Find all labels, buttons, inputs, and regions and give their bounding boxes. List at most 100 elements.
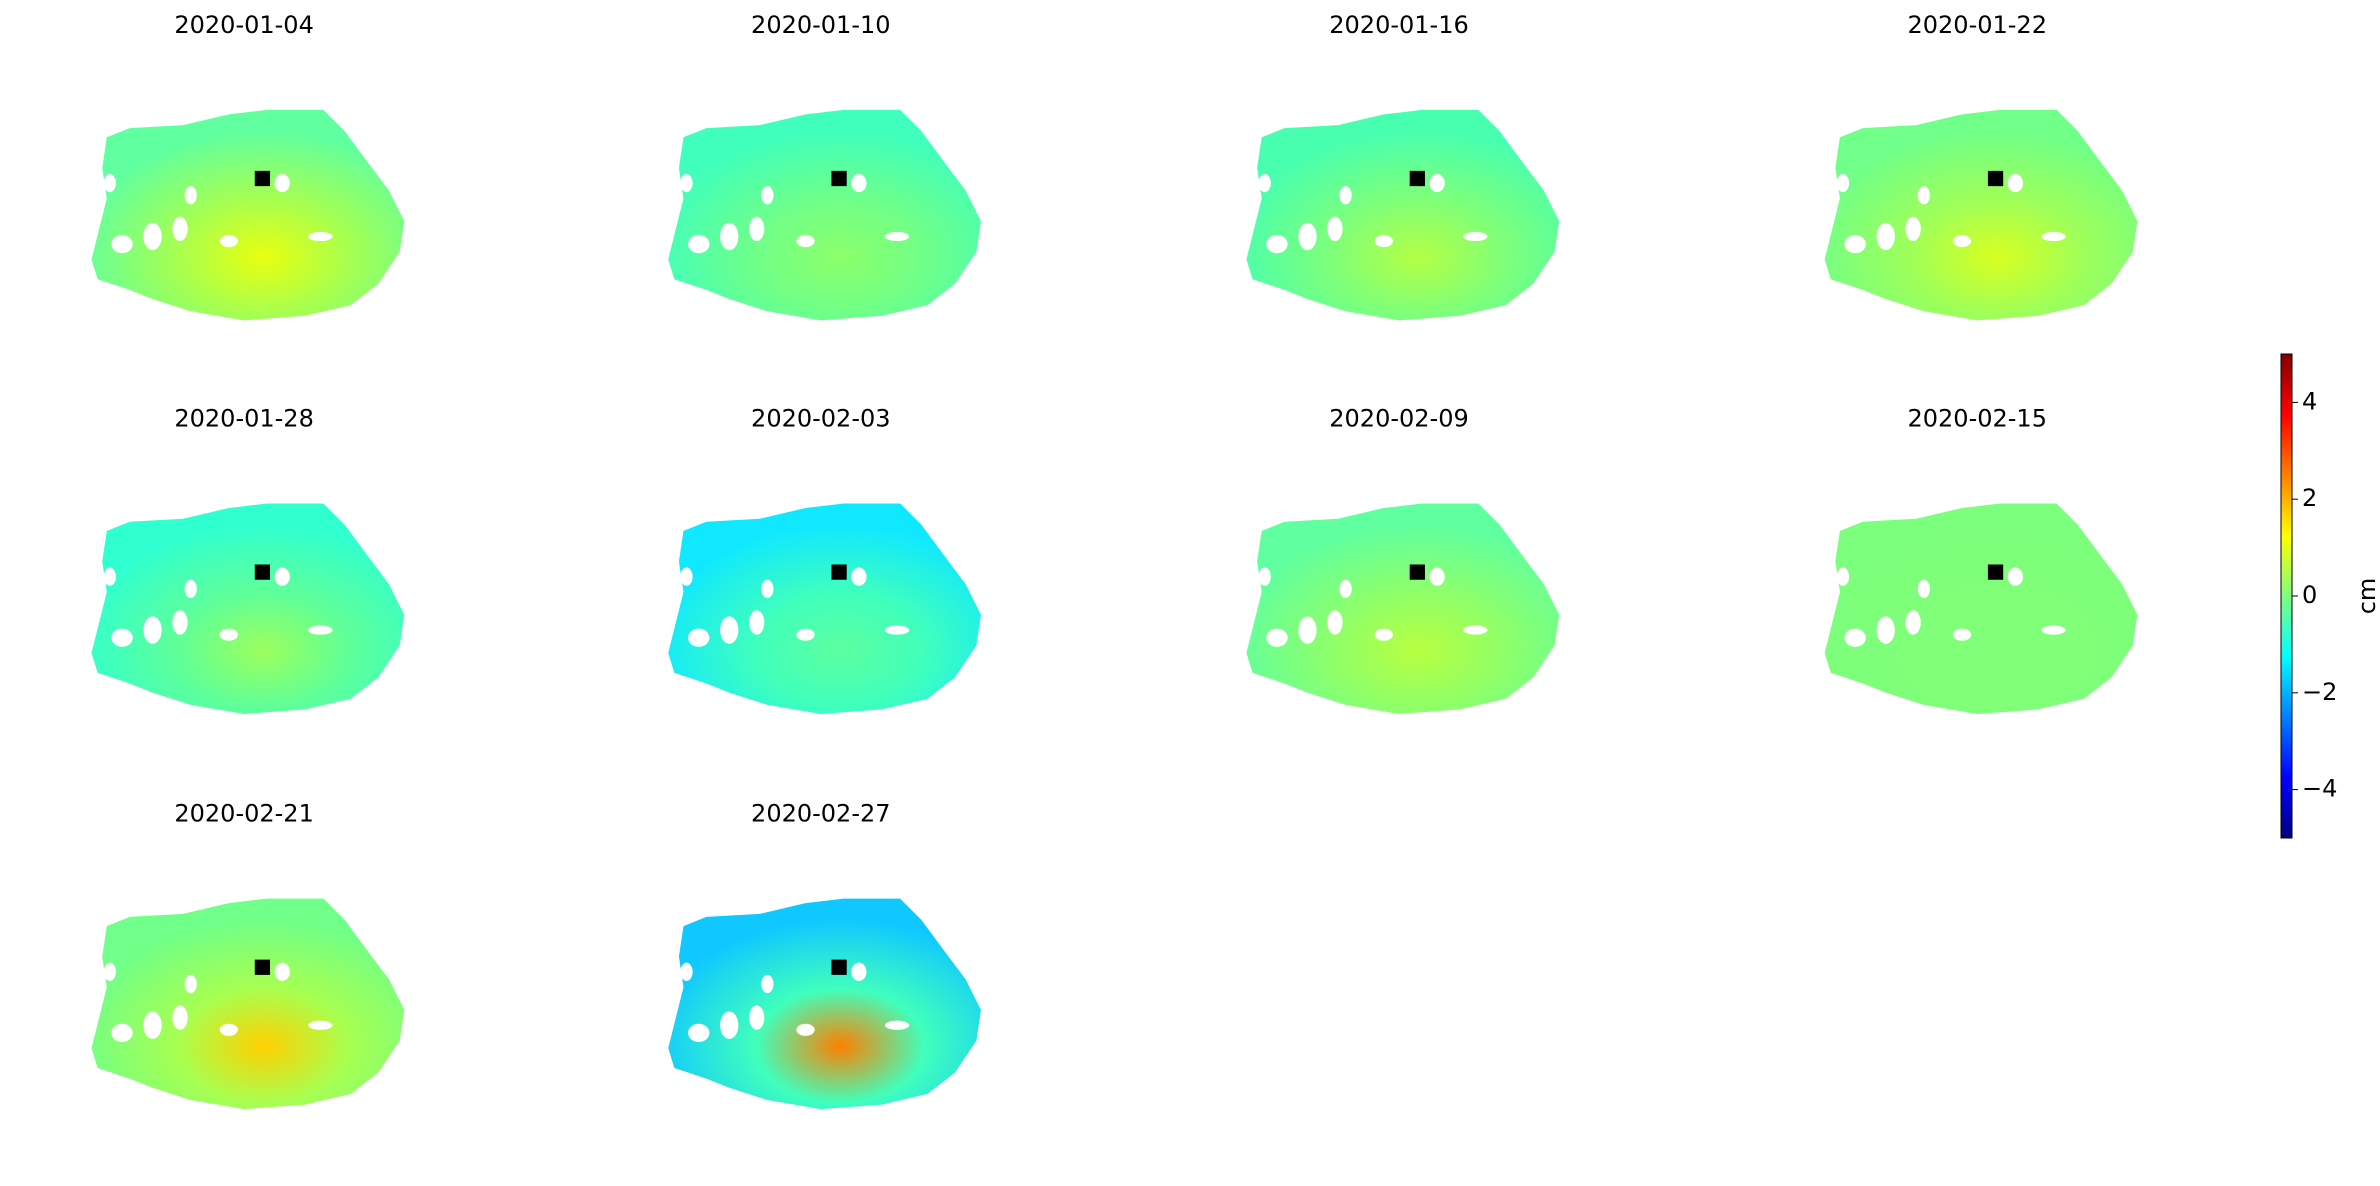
reference-point [831, 170, 847, 187]
reference-point [254, 564, 271, 580]
map-hole [1952, 628, 1972, 641]
colorbar [2280, 353, 2293, 839]
map-hole [796, 234, 815, 248]
map-hole [1463, 231, 1488, 242]
map-hole [688, 628, 710, 647]
panel-title: 2020-01-22 [1907, 11, 2046, 39]
map-panel [1824, 503, 2138, 714]
map-hole [720, 1011, 739, 1039]
map-hole [1917, 579, 1930, 599]
map-hole [1844, 628, 1866, 647]
panel-title: 2020-01-10 [751, 11, 890, 39]
map-hole [761, 579, 774, 599]
colorbar-label: cm [2353, 578, 2380, 615]
map-hole [1905, 216, 1921, 242]
map-hole [111, 1023, 133, 1043]
displacement-map [1246, 503, 1560, 714]
map-panel [668, 109, 981, 321]
displacement-map [668, 503, 981, 714]
panel-title: 2020-02-09 [1329, 405, 1468, 433]
map-hole [143, 616, 162, 644]
map-hole [103, 567, 116, 586]
map-panel [91, 503, 405, 714]
map-hole [851, 962, 867, 981]
map-hole [1429, 567, 1445, 586]
map-hole [219, 234, 238, 248]
map-hole [172, 216, 188, 242]
reference-point [831, 564, 847, 580]
map-hole [1836, 567, 1850, 586]
map-hole [2041, 625, 2066, 635]
map-hole [1258, 173, 1271, 193]
colorbar-tick-label: −4 [2302, 775, 2337, 803]
map-hole [796, 628, 815, 641]
panel-title: 2020-01-04 [174, 11, 313, 39]
panel-title: 2020-02-21 [174, 800, 313, 828]
map-hole [680, 962, 693, 981]
colorbar-tick-label: 4 [2302, 387, 2317, 415]
map-panel [1246, 109, 1560, 321]
map-hole [680, 173, 693, 193]
map-hole [1327, 216, 1343, 242]
map-hole [688, 234, 710, 254]
map-hole [1374, 628, 1393, 641]
panel-title: 2020-02-03 [751, 405, 890, 433]
map-hole [1266, 234, 1288, 254]
map-hole [172, 1005, 188, 1030]
displacement-map [1246, 109, 1560, 321]
map-hole [1463, 625, 1488, 635]
map-hole [851, 567, 867, 586]
map-hole [851, 173, 867, 193]
map-hole [1266, 628, 1288, 647]
map-hole [2007, 173, 2023, 193]
map-hole [172, 610, 188, 635]
map-hole [1836, 173, 1850, 193]
panel-title: 2020-02-15 [1907, 405, 2046, 433]
map-panel [668, 503, 981, 714]
reference-point [1409, 564, 1425, 580]
map-hole [749, 216, 765, 242]
map-hole [1298, 616, 1317, 644]
map-hole [884, 231, 910, 242]
map-hole [1917, 186, 1930, 205]
reference-point [1987, 564, 2004, 580]
map-panel [668, 898, 981, 1110]
map-hole [1374, 234, 1393, 248]
map-hole [749, 610, 765, 635]
reference-point [254, 959, 271, 975]
map-hole [761, 974, 774, 994]
panel-title: 2020-01-16 [1329, 11, 1468, 39]
map-hole [884, 625, 910, 635]
map-panel [1246, 503, 1560, 714]
map-hole [884, 1020, 910, 1030]
map-hole [796, 1023, 815, 1036]
map-hole [1258, 567, 1271, 586]
map-hole [761, 186, 774, 205]
displacement-map [668, 109, 981, 321]
map-hole [184, 974, 197, 994]
reference-point [831, 959, 847, 975]
map-hole [143, 222, 162, 251]
map-hole [1844, 234, 1866, 254]
displacement-map [91, 503, 405, 714]
panel-title: 2020-01-28 [174, 405, 313, 433]
map-hole [274, 962, 290, 981]
map-hole [308, 231, 333, 242]
map-panel [1824, 109, 2138, 321]
map-panel [91, 109, 405, 321]
displacement-map [1824, 503, 2138, 714]
map-hole [308, 625, 333, 635]
reference-point [254, 170, 271, 187]
map-hole [1952, 234, 1972, 248]
map-hole [219, 628, 238, 641]
map-hole [1905, 610, 1921, 635]
map-hole [111, 234, 133, 254]
map-hole [184, 186, 197, 205]
map-hole [143, 1011, 162, 1039]
displacement-map [1824, 109, 2138, 321]
map-hole [219, 1023, 238, 1036]
map-hole [184, 579, 197, 599]
map-hole [1327, 610, 1343, 635]
map-hole [749, 1005, 765, 1030]
